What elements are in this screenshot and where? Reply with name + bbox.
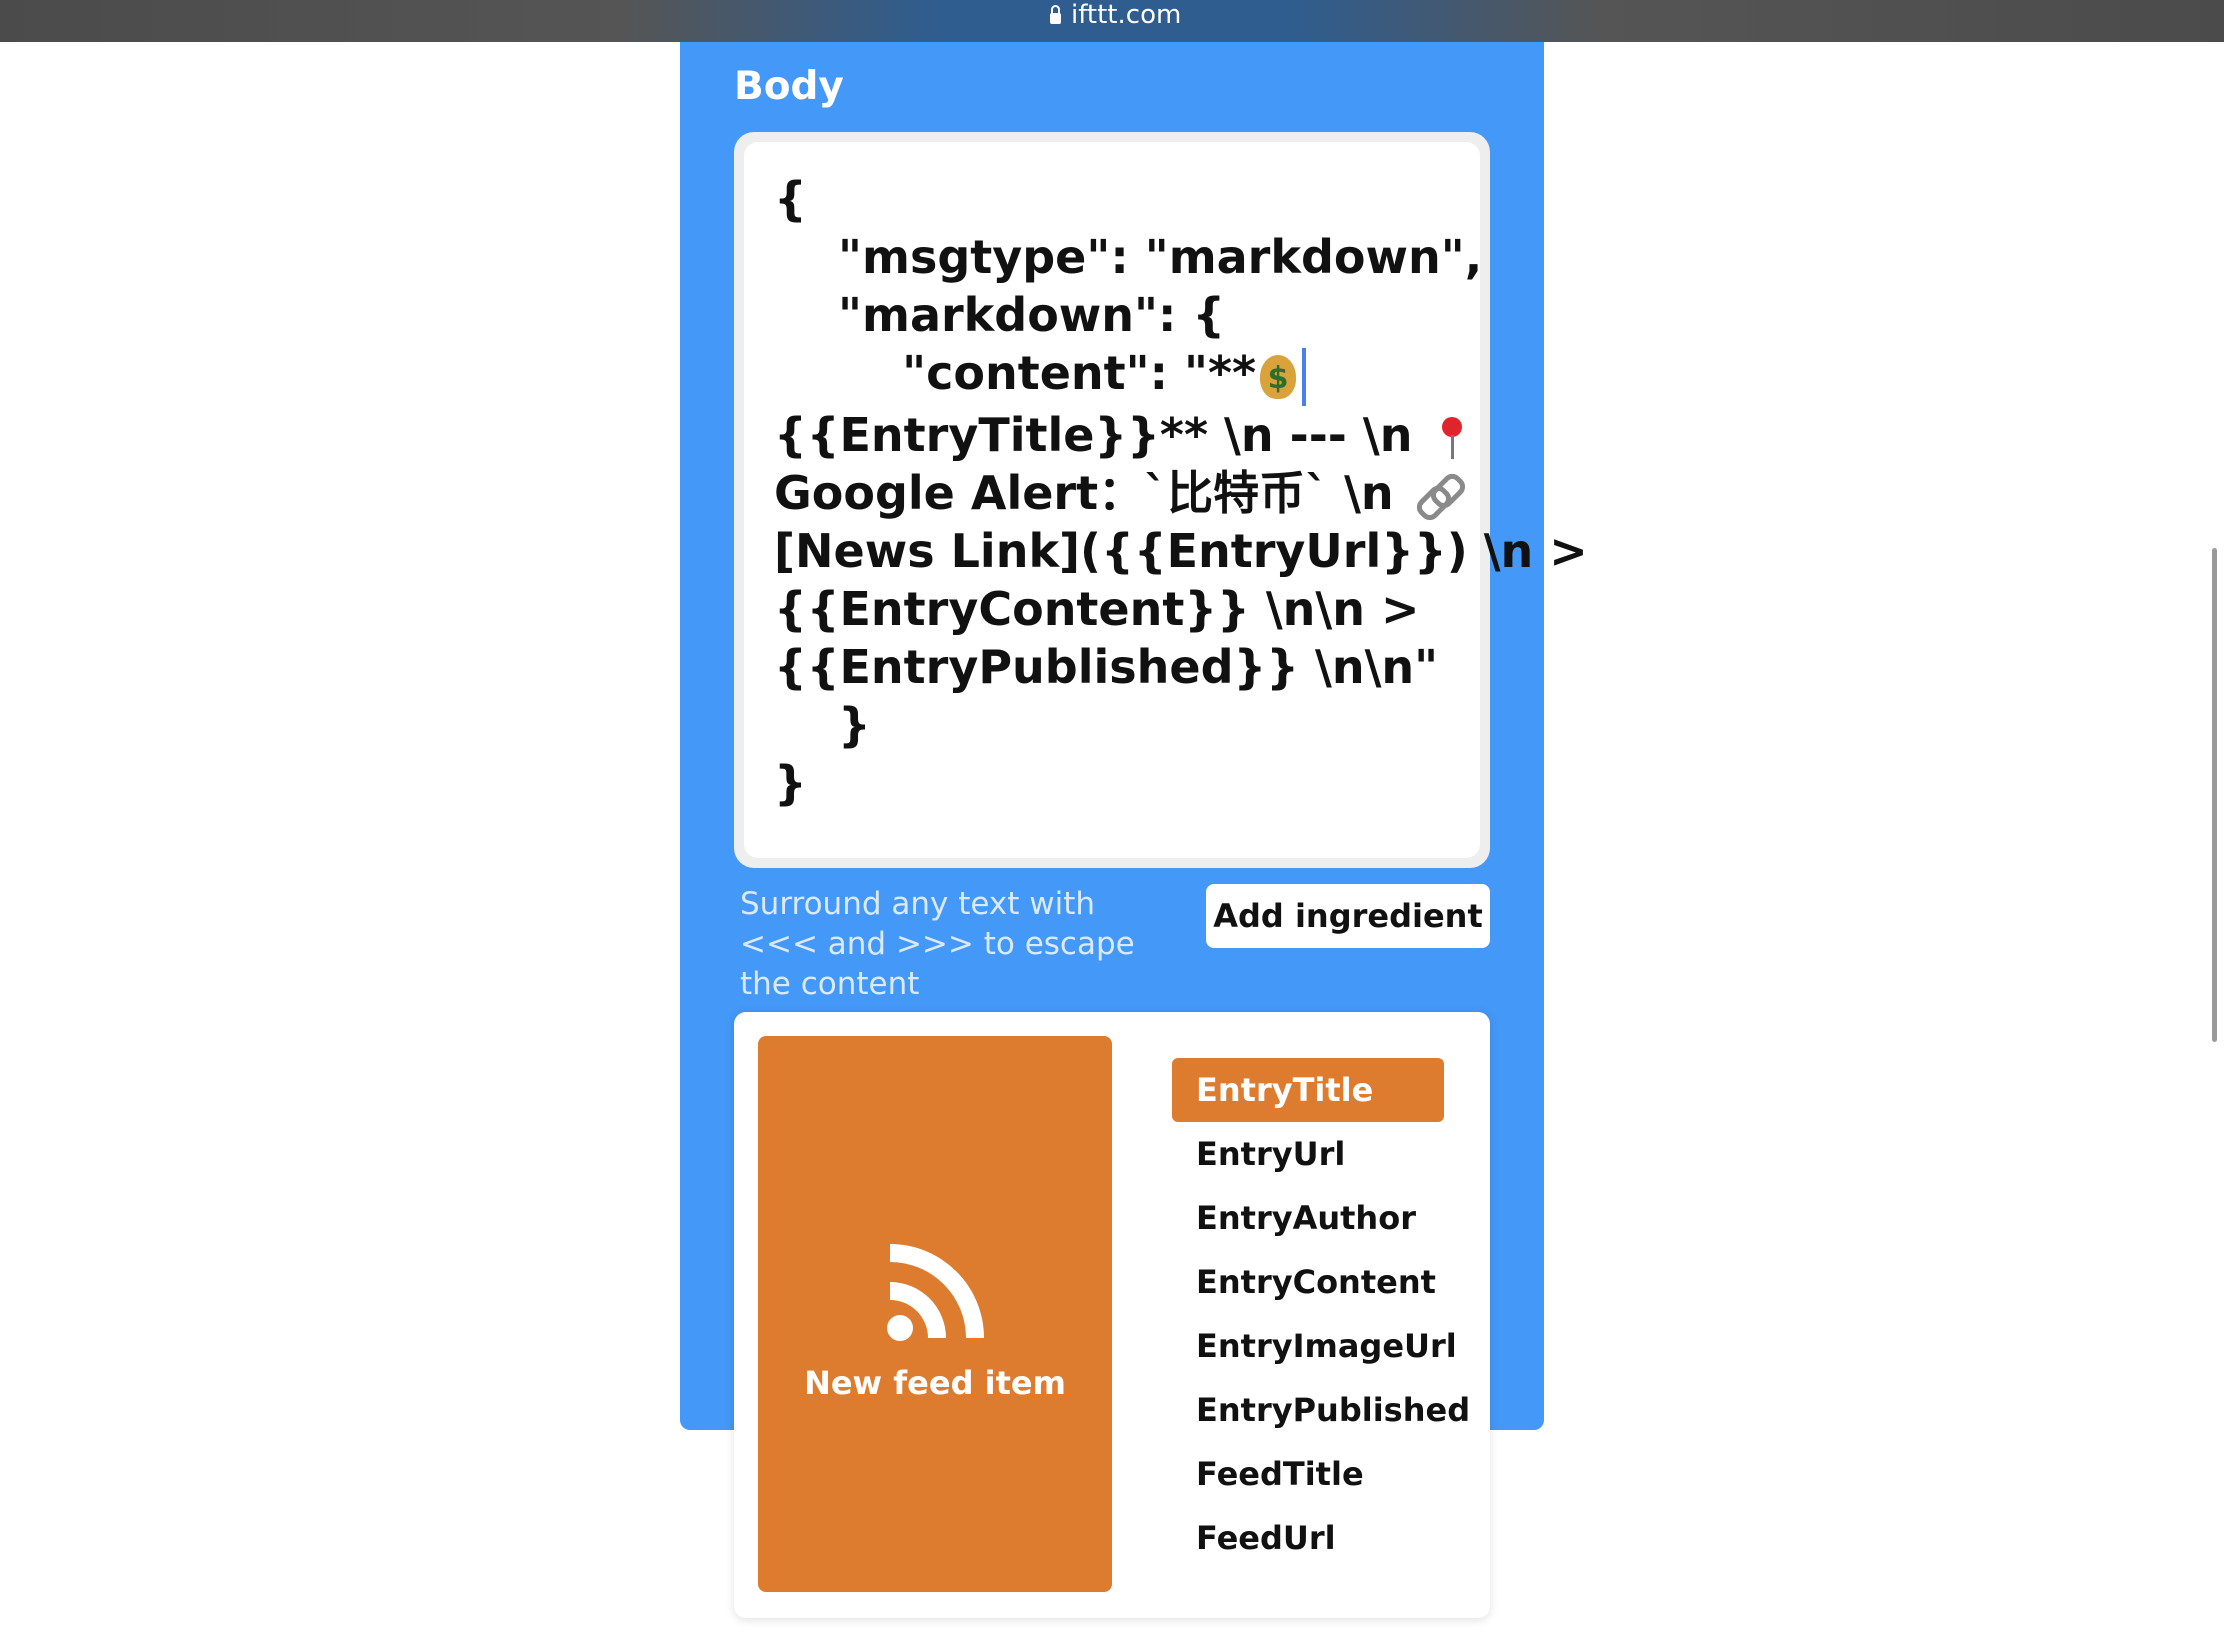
trigger-service-tile: New feed item: [758, 1036, 1112, 1592]
body-textarea-content[interactable]: { "msgtype": "markdown", "markdown": { "…: [744, 142, 1588, 858]
browser-top-bar: [0, 0, 2224, 42]
body-line: {{EntryTitle}}** \n --- \n: [774, 407, 1413, 462]
page-scrollbar[interactable]: [2212, 548, 2217, 1042]
ingredient-item[interactable]: FeedUrl: [1196, 1519, 1336, 1557]
body-line-title: {{EntryTitle}}** \n --- \n: [774, 406, 1463, 464]
text-cursor: [1302, 347, 1307, 406]
body-line-content: "content": "** $: [774, 344, 1456, 406]
body-textarea[interactable]: { "msgtype": "markdown", "markdown": { "…: [734, 132, 1588, 868]
lock-icon: [1050, 4, 1061, 24]
pushpin-icon: [1432, 415, 1472, 461]
ingredient-item[interactable]: EntryPublished: [1196, 1391, 1471, 1429]
body-line: "markdown": {: [774, 288, 1226, 342]
ingredient-item[interactable]: EntryContent: [1196, 1263, 1436, 1301]
add-ingredient-button[interactable]: Add ingredient: [1206, 884, 1490, 948]
body-line: {: [774, 172, 807, 226]
ingredient-list: EntryTitle EntryUrl EntryAuthor EntryCon…: [1172, 1058, 1471, 1570]
body-line-alert: Google Alert：`比特币` \n: [774, 464, 1469, 525]
rss-icon: [887, 1244, 984, 1341]
ingredient-item[interactable]: EntryTitle: [1172, 1058, 1444, 1122]
money-bag-icon: $: [1260, 354, 1297, 399]
ingredient-item[interactable]: EntryAuthor: [1196, 1199, 1416, 1237]
trigger-name: New feed item: [804, 1364, 1066, 1402]
ingredient-item[interactable]: EntryImageUrl: [1196, 1327, 1457, 1365]
url-text: ifttt.com: [1071, 0, 1182, 30]
body-field-label: Body: [734, 64, 844, 109]
body-line: [News Link]({{EntryUrl}}) \n >: [774, 523, 1588, 578]
escape-hint-text: Surround any text with <<< and >>> to es…: [740, 886, 1135, 1002]
link-icon: [1412, 469, 1469, 525]
ingredient-item[interactable]: FeedTitle: [1196, 1455, 1364, 1493]
body-line: "msgtype": "markdown",: [774, 230, 1483, 284]
body-line: }: [774, 697, 871, 752]
body-line: }: [774, 755, 807, 810]
body-line: "content": "**: [774, 346, 1257, 400]
body-line: Google Alert：`比特币` \n: [774, 465, 1394, 520]
ingredient-item[interactable]: EntryUrl: [1196, 1135, 1346, 1173]
body-line: {{EntryContent}} \n\n >: [774, 581, 1420, 636]
body-line: {{EntryPublished}} \n\n": [774, 639, 1439, 694]
address-bar[interactable]: ifttt.com: [1050, 0, 1181, 30]
